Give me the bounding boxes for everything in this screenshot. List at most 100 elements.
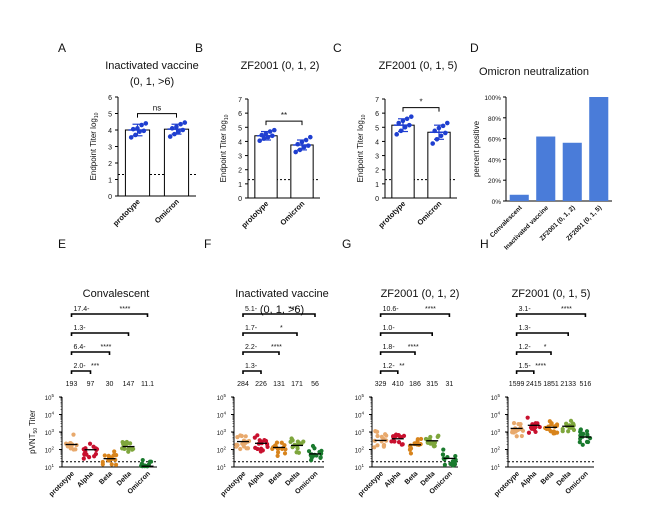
data-point — [397, 434, 402, 439]
panel-title: Convalescent — [83, 288, 150, 300]
y-axis-label: percent positive — [472, 120, 481, 177]
y-tick-exponent: 2 — [497, 446, 500, 451]
data-point — [109, 462, 114, 467]
data-point — [257, 138, 263, 144]
data-point — [126, 449, 131, 454]
panel-letter: H — [480, 237, 489, 251]
data-point — [265, 444, 270, 449]
fold-stars: **** — [408, 344, 419, 351]
bar-prototype — [124, 129, 151, 197]
data-point — [533, 429, 538, 435]
fold-bracket — [515, 370, 535, 374]
data-point — [295, 446, 300, 451]
fold-value: 5.1 — [245, 306, 255, 313]
fold-dash: - — [255, 344, 258, 351]
data-point — [566, 429, 571, 434]
y-axis-label-main: pVNT — [28, 433, 37, 454]
data-point — [383, 432, 388, 437]
panel-g: G ZF2001 (0, 1, 2) 101 102 103 104 105 329 proto… — [342, 237, 459, 498]
bar-zf2001-0-1-2- — [562, 142, 582, 201]
data-point — [375, 443, 380, 448]
panel-title: Inactivated vaccine — [235, 288, 329, 300]
data-point — [549, 422, 554, 427]
fold-dash: - — [396, 306, 399, 313]
fold-dash: - — [255, 306, 258, 313]
fold-label: 10.6- — [383, 306, 400, 313]
fold-label: 3.1- — [519, 306, 532, 313]
panel-letter: F — [204, 237, 211, 251]
y-tick-label: 2 — [375, 168, 379, 175]
panel-letter: A — [58, 41, 66, 55]
data-point — [579, 431, 584, 436]
y-tick-exponent: 2 — [51, 446, 54, 451]
data-point — [578, 427, 583, 432]
data-point — [409, 114, 414, 119]
data-point — [519, 433, 524, 439]
fold-value: 1.5 — [519, 363, 529, 370]
gmt-label: 226 — [255, 381, 267, 388]
x-tick-label-alpha: Alpha — [384, 470, 403, 489]
fold-value: 1.2 — [519, 344, 529, 351]
fold-bracket — [242, 332, 298, 336]
gmt-label: 131 — [273, 381, 285, 388]
x-tick-label-alpha: Alpha — [520, 470, 539, 489]
y-tick-label: 0 — [375, 196, 379, 203]
data-point — [432, 440, 438, 445]
data-point — [516, 421, 521, 427]
fold-stars: **** — [535, 363, 546, 370]
y-tick-label: 105 — [45, 393, 55, 402]
gmt-label: 147 — [123, 381, 135, 388]
bar-zf2001-0-1-5- — [589, 97, 609, 201]
gmt-label: 329 — [375, 381, 387, 388]
panel-letter: E — [58, 237, 66, 251]
significance-bracket — [137, 113, 177, 118]
panel-title: ZF2001 (0, 1, 5) — [379, 60, 458, 72]
x-tick-label: Inactivated vaccine — [503, 204, 550, 251]
y-tick-label: 103 — [355, 428, 365, 437]
fold-stars: *** — [91, 363, 99, 370]
fold-bracket — [242, 313, 316, 317]
data-point — [298, 441, 303, 446]
panel-f: F Inactivated vaccine (0, 1, >6) 101 102 103 1… — [204, 237, 329, 498]
gmt-label: 2133 — [560, 381, 576, 388]
fold-bracket — [242, 370, 262, 374]
x-tick-label-prototype: prototype — [48, 470, 76, 498]
y-tick-exponent: 1 — [223, 463, 226, 468]
data-point — [182, 120, 188, 125]
data-point — [107, 458, 112, 463]
data-point — [571, 423, 576, 428]
y-tick-label: 102 — [217, 446, 227, 455]
y-tick-label: 101 — [491, 463, 501, 472]
data-point — [140, 457, 145, 463]
y-tick-label: 105 — [217, 393, 227, 402]
y-tick-label: 3 — [375, 154, 379, 161]
y-tick-exponent: 3 — [497, 428, 500, 433]
data-point — [441, 447, 446, 452]
x-tick-label-omicron: Omicron — [278, 199, 306, 227]
y-tick-label: 102 — [45, 446, 55, 455]
gmt-label: 315 — [426, 381, 438, 388]
y-tick-label: 101 — [355, 463, 365, 472]
x-tick-label-beta: Beta — [268, 470, 284, 486]
y-tick-label: 1 — [238, 182, 242, 189]
data-point — [81, 456, 86, 461]
fold-value: 1.3 — [245, 363, 255, 370]
gmt-label: 2415 — [526, 381, 542, 388]
y-axis-label: Endpoint Titer log10 — [219, 114, 230, 182]
panel-title: Omicron neutralization — [479, 66, 589, 78]
data-point — [312, 446, 317, 451]
y-tick-label: 5 — [238, 125, 242, 132]
data-point — [400, 442, 405, 447]
data-point — [141, 128, 147, 134]
gmt-label: 516 — [580, 381, 592, 388]
y-tick-label: 4 — [375, 139, 379, 146]
data-point — [235, 443, 240, 448]
bar-prototype — [254, 135, 278, 199]
fold-value: 6.4 — [74, 344, 84, 351]
panel-title: Inactivated vaccine — [105, 60, 199, 72]
data-point — [130, 126, 136, 132]
panel-h: H ZF2001 (0, 1, 5) 101 102 103 104 105 1599 prot… — [480, 237, 594, 498]
gmt-label: 30 — [106, 381, 114, 388]
data-point — [568, 418, 574, 423]
fold-bracket — [70, 313, 149, 317]
